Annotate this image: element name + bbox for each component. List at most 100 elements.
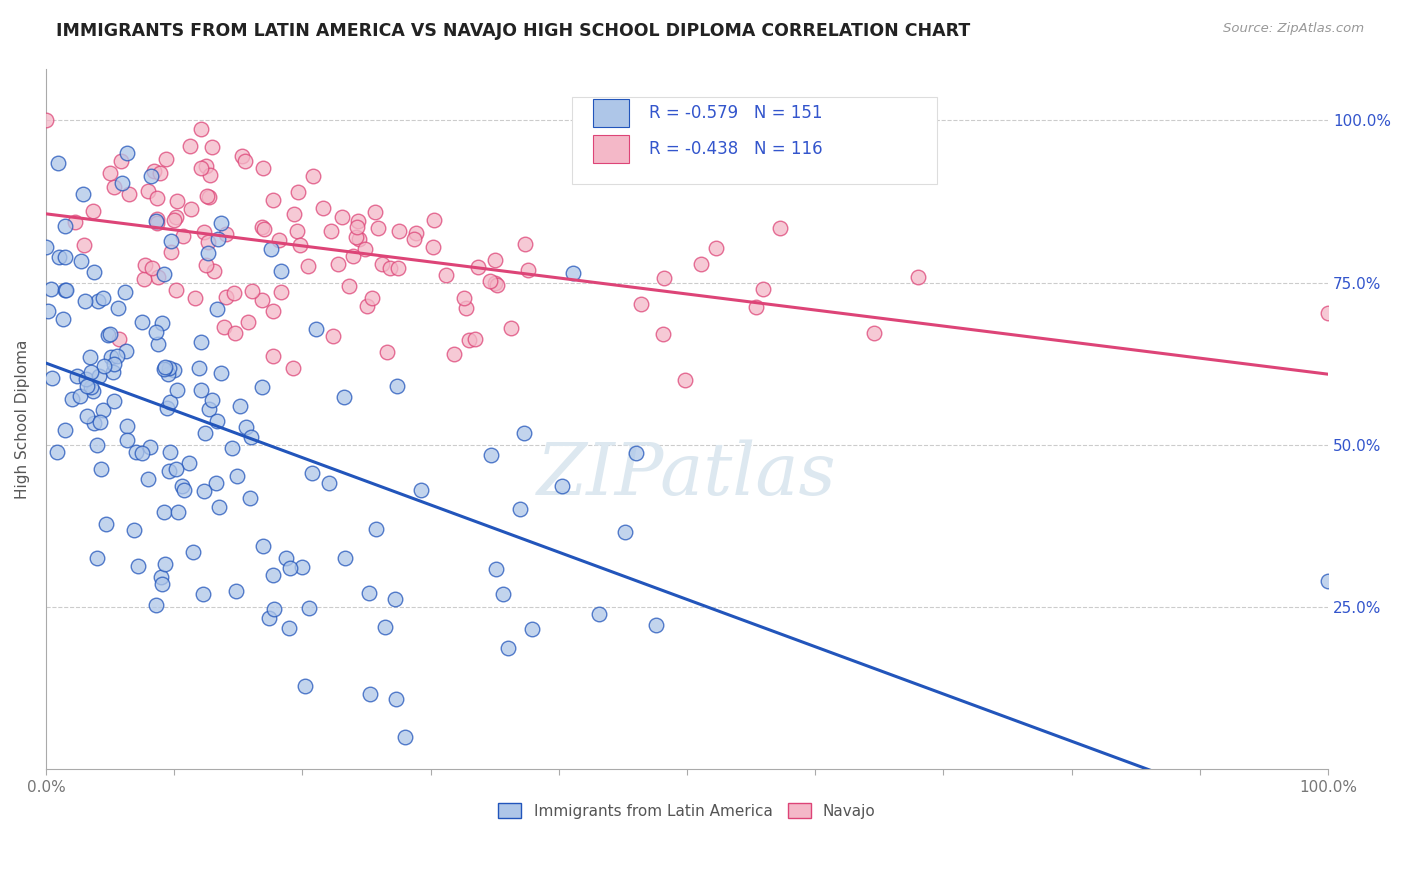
Point [107, 301, 129, 315]
Point [131, 315, 153, 329]
Point [499, 321, 522, 335]
Point [262, 304, 284, 318]
Point [522, 622, 544, 636]
Point [211, 366, 233, 380]
Point [252, 539, 274, 553]
Point [190, 335, 212, 350]
Point [1317, 574, 1340, 589]
Point [225, 469, 247, 483]
Point [82, 203, 104, 218]
Point [253, 222, 276, 236]
Point [356, 299, 378, 313]
Point [233, 153, 256, 168]
Point [337, 279, 360, 293]
Point [222, 286, 245, 301]
Point [153, 359, 176, 374]
Point [267, 233, 290, 247]
Point [148, 337, 170, 351]
Point [486, 278, 509, 293]
Point [588, 607, 610, 622]
Point [100, 350, 122, 364]
Point [134, 272, 156, 286]
Point [66, 369, 89, 384]
Point [141, 261, 163, 276]
Text: ZIPatlas: ZIPatlas [537, 440, 837, 510]
Point [87, 293, 110, 308]
Point [39, 282, 62, 296]
Point [103, 357, 125, 371]
Point [107, 332, 129, 346]
Point [262, 349, 284, 363]
Point [252, 161, 274, 175]
Bar [593, 135, 630, 163]
Point [146, 191, 169, 205]
Point [115, 433, 138, 447]
Point [215, 291, 238, 305]
Point [194, 259, 217, 273]
Point [330, 210, 353, 224]
Point [63, 215, 86, 229]
Point [690, 257, 713, 271]
Point [434, 268, 457, 282]
Point [394, 730, 416, 744]
Point [485, 562, 508, 576]
Point [188, 361, 211, 376]
Point [384, 592, 406, 607]
Point [322, 329, 344, 343]
Point [75, 372, 97, 386]
Point [240, 284, 263, 298]
Point [907, 269, 929, 284]
Point [163, 363, 186, 377]
Point [86, 437, 108, 451]
Point [250, 219, 273, 234]
Point [281, 361, 304, 376]
Point [198, 402, 221, 417]
Point [160, 234, 183, 248]
Point [207, 232, 229, 246]
Point [250, 293, 273, 307]
Point [201, 140, 224, 154]
Point [209, 216, 232, 230]
Point [349, 232, 371, 246]
Point [153, 505, 176, 519]
Point [443, 346, 465, 360]
Point [364, 205, 387, 219]
Point [149, 166, 172, 180]
Point [153, 267, 176, 281]
Point [146, 211, 169, 226]
Point [484, 276, 506, 290]
Point [224, 326, 246, 340]
Point [79, 365, 101, 379]
Point [371, 257, 394, 271]
Legend: Immigrants from Latin America, Navajo: Immigrants from Latin America, Navajo [492, 797, 882, 825]
Point [207, 302, 229, 317]
Point [127, 558, 149, 573]
Point [153, 362, 176, 376]
Point [89, 368, 111, 383]
Point [259, 611, 281, 625]
Point [193, 483, 215, 498]
Point [240, 430, 263, 444]
Point [752, 282, 775, 296]
Point [173, 483, 195, 497]
Point [197, 245, 219, 260]
Point [179, 139, 201, 153]
Point [115, 419, 138, 434]
Point [357, 586, 380, 600]
Point [193, 225, 215, 239]
Point [464, 333, 486, 347]
Point [769, 221, 792, 235]
Point [515, 236, 537, 251]
Point [107, 349, 129, 363]
Point [177, 456, 200, 470]
Point [165, 283, 187, 297]
Point [367, 221, 389, 235]
Point [384, 692, 406, 706]
Point [190, 161, 212, 175]
Point [83, 416, 105, 430]
Text: R = -0.579   N = 151: R = -0.579 N = 151 [648, 103, 823, 121]
Point [204, 263, 226, 277]
Point [614, 524, 637, 539]
Point [283, 207, 305, 221]
Point [46, 155, 69, 169]
